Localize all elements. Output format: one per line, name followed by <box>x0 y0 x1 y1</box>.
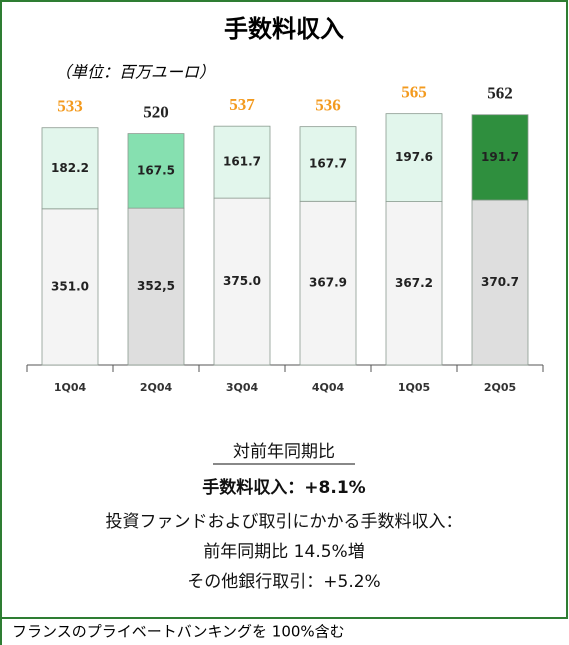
note-line: 投資ファンドおよび取引にかかる手数料収入： <box>106 512 463 532</box>
bar-segment <box>385 113 443 202</box>
note-line: その他銀行取引：+5.2% <box>187 572 380 592</box>
note-heading: 対前年同期比 <box>233 442 335 462</box>
segment-label: 191.7 <box>481 150 519 164</box>
total-label: 533 <box>57 97 83 116</box>
bar-segment <box>213 197 271 366</box>
segment-label: 367.9 <box>309 276 347 290</box>
x-tick-label: 3Q04 <box>226 381 259 394</box>
total-label: 565 <box>401 83 427 102</box>
footnote: フランスのプライベートバンキングを 100%含む <box>12 623 345 641</box>
segment-label: 167.7 <box>309 156 347 170</box>
segment-label: 367.2 <box>395 276 433 290</box>
bar-segment <box>385 201 443 366</box>
bar-segment <box>127 207 185 366</box>
total-label: 520 <box>143 103 169 122</box>
total-label: 536 <box>315 96 341 115</box>
bar-segment <box>41 208 99 366</box>
segment-label: 352,5 <box>137 279 175 293</box>
segment-label: 351.0 <box>51 279 89 293</box>
x-tick-label: 1Q05 <box>398 381 430 394</box>
bar-segment <box>299 200 357 366</box>
note-line: 前年同期比 14.5%増 <box>203 542 364 562</box>
segment-label: 370.7 <box>481 275 519 289</box>
frame <box>0 0 568 619</box>
x-tick-label: 1Q04 <box>54 381 87 394</box>
note-main: 手数料収入：+8.1% <box>202 477 365 498</box>
segment-label: 167.5 <box>137 163 175 177</box>
bar-segment <box>471 114 529 201</box>
x-tick-label: 2Q04 <box>140 381 173 394</box>
segment-label: 197.6 <box>395 150 433 164</box>
x-tick-label: 2Q05 <box>484 381 516 394</box>
unit-label: （単位：百万ユーロ） <box>55 64 215 82</box>
bar-segment <box>213 125 271 199</box>
bar-segment <box>299 126 357 202</box>
bar-segment <box>471 199 529 366</box>
bar-segment <box>41 127 99 210</box>
chart-title: 手数料収入 <box>224 15 344 43</box>
x-tick-label: 4Q04 <box>312 381 345 394</box>
total-label: 562 <box>487 84 513 103</box>
segment-label: 161.7 <box>223 155 261 169</box>
total-label: 537 <box>229 95 255 114</box>
bar-segment <box>127 133 185 209</box>
segment-label: 182.2 <box>51 161 89 175</box>
segment-label: 375.0 <box>223 274 261 288</box>
